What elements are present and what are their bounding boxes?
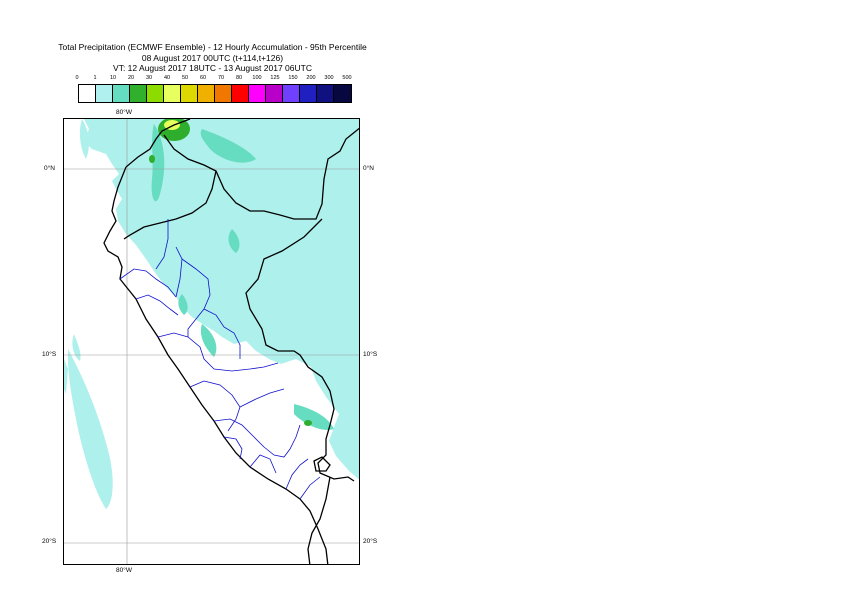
color-scale-legend xyxy=(78,84,352,103)
scale-swatch xyxy=(79,85,96,102)
scale-swatch xyxy=(130,85,147,102)
chart-title: Total Precipitation (ECMWF Ensemble) - 1… xyxy=(0,42,425,74)
scale-label: 60 xyxy=(199,75,207,81)
lat-label-0-right: 0°N xyxy=(363,165,374,172)
scale-swatch xyxy=(334,85,351,102)
precipitation-map xyxy=(64,119,359,564)
lat-label-10-left: 10°S xyxy=(42,351,57,358)
scale-swatch xyxy=(96,85,113,102)
precip-light-area xyxy=(64,119,359,509)
scale-swatch xyxy=(283,85,300,102)
lon-label-top: 80°W xyxy=(116,109,132,116)
color-scale-labels: 0 1 10 20 30 40 50 60 70 80 100 125 150 … xyxy=(68,75,358,85)
lat-label-20-right: 20°S xyxy=(363,538,378,545)
map-frame xyxy=(63,118,360,565)
scale-swatch xyxy=(164,85,181,102)
scale-swatch xyxy=(266,85,283,102)
scale-label: 150 xyxy=(288,75,298,81)
scale-swatch xyxy=(300,85,317,102)
scale-label: 200 xyxy=(306,75,316,81)
title-line-3: VT: 12 August 2017 18UTC - 13 August 201… xyxy=(113,63,312,73)
lat-label-20-left: 20°S xyxy=(42,538,57,545)
scale-label: 0 xyxy=(75,75,79,81)
scale-label: 30 xyxy=(145,75,153,81)
scale-label: 300 xyxy=(324,75,334,81)
department-borders xyxy=(119,219,321,500)
scale-label: 500 xyxy=(342,75,352,81)
scale-label: 20 xyxy=(127,75,135,81)
scale-swatch xyxy=(147,85,164,102)
scale-label: 100 xyxy=(252,75,262,81)
lat-label-10-right: 10°S xyxy=(363,351,378,358)
scale-label: 50 xyxy=(181,75,189,81)
scale-swatch xyxy=(181,85,198,102)
precip-heavy-cell xyxy=(149,119,312,426)
scale-swatch xyxy=(249,85,266,102)
lon-label-bottom: 80°W xyxy=(116,567,132,574)
scale-label: 40 xyxy=(163,75,171,81)
scale-label: 125 xyxy=(270,75,280,81)
scale-swatch xyxy=(215,85,232,102)
title-line-2: 08 August 2017 00UTC (t+114,t+126) xyxy=(141,52,284,63)
precip-medium-area xyxy=(151,124,334,430)
scale-label: 80 xyxy=(235,75,243,81)
scale-label: 70 xyxy=(217,75,225,81)
title-line-1: Total Precipitation (ECMWF Ensemble) - 1… xyxy=(58,42,367,52)
scale-swatch xyxy=(113,85,130,102)
scale-swatch xyxy=(198,85,215,102)
scale-label: 1 xyxy=(93,75,97,81)
scale-label: 10 xyxy=(109,75,117,81)
scale-swatch xyxy=(317,85,334,102)
lat-label-0-left: 0°N xyxy=(44,165,55,172)
scale-swatch xyxy=(232,85,249,102)
